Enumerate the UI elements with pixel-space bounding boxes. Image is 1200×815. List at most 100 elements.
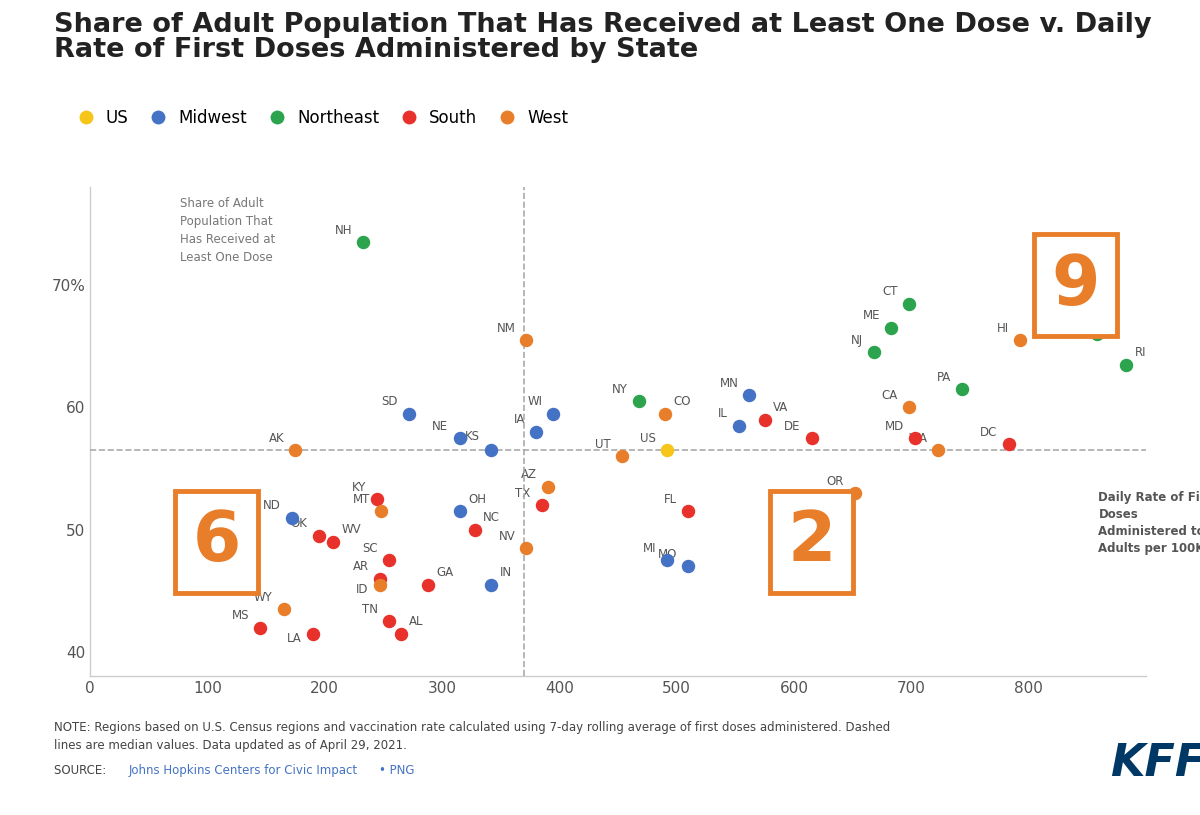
- Text: MS: MS: [232, 609, 250, 622]
- Point: [481, 443, 500, 456]
- Text: TN: TN: [362, 603, 378, 616]
- Point: [630, 394, 649, 408]
- Point: [1116, 358, 1135, 371]
- Text: CT: CT: [882, 285, 898, 298]
- Point: [286, 443, 305, 456]
- Point: [864, 346, 883, 359]
- Text: WI: WI: [527, 395, 542, 408]
- Text: KFF: KFF: [1110, 742, 1200, 785]
- Text: CO: CO: [673, 395, 691, 408]
- Point: [1087, 254, 1106, 267]
- Point: [310, 530, 329, 543]
- Point: [282, 511, 301, 524]
- Text: SOURCE:: SOURCE:: [54, 764, 110, 778]
- Point: [379, 553, 398, 566]
- Point: [251, 621, 270, 634]
- Point: [679, 504, 698, 518]
- Point: [450, 431, 469, 444]
- Text: • PNG: • PNG: [379, 764, 415, 778]
- Point: [450, 504, 469, 518]
- Text: KS: KS: [466, 430, 480, 443]
- Text: Daily Rate of First
Doses
Administered to
Adults per 100K: Daily Rate of First Doses Administered t…: [1098, 491, 1200, 555]
- Point: [612, 450, 631, 463]
- Text: OH: OH: [468, 493, 486, 506]
- Point: [481, 579, 500, 592]
- Text: WY: WY: [253, 591, 272, 604]
- Point: [1000, 438, 1019, 451]
- Point: [755, 413, 774, 426]
- Text: FL: FL: [664, 493, 677, 506]
- Text: DE: DE: [784, 420, 800, 433]
- Text: NOTE: Regions based on U.S. Census regions and vaccination rate calculated using: NOTE: Regions based on U.S. Census regio…: [54, 721, 890, 752]
- Text: NV: NV: [499, 530, 515, 543]
- Text: 9: 9: [1051, 252, 1100, 319]
- Text: 6: 6: [192, 509, 241, 575]
- Point: [730, 419, 749, 432]
- Text: MT: MT: [353, 493, 370, 506]
- Point: [368, 492, 388, 505]
- Point: [1087, 328, 1106, 341]
- Point: [538, 481, 557, 494]
- Text: TX: TX: [515, 487, 530, 500]
- Text: NM: NM: [497, 322, 515, 335]
- Point: [304, 628, 323, 641]
- Text: AL: AL: [409, 615, 424, 628]
- Text: NY: NY: [612, 383, 628, 396]
- Text: ND: ND: [263, 499, 281, 512]
- Point: [905, 431, 924, 444]
- Point: [899, 297, 918, 310]
- Text: NJ: NJ: [851, 334, 863, 347]
- Point: [371, 572, 390, 585]
- Point: [658, 443, 677, 456]
- Text: AZ: AZ: [521, 469, 536, 482]
- Text: PA: PA: [936, 371, 950, 384]
- Text: CA: CA: [882, 389, 898, 402]
- Text: WA: WA: [908, 432, 928, 445]
- Text: SD: SD: [382, 395, 398, 408]
- Text: HI: HI: [997, 322, 1009, 335]
- Point: [371, 504, 390, 518]
- Text: NH: NH: [335, 224, 353, 237]
- Point: [544, 408, 563, 421]
- Text: ME: ME: [863, 310, 881, 323]
- Point: [846, 487, 865, 500]
- Text: NE: NE: [432, 420, 449, 433]
- Point: [655, 408, 674, 421]
- Point: [517, 334, 536, 347]
- Text: ID: ID: [356, 583, 368, 596]
- Point: [323, 535, 342, 548]
- Point: [679, 560, 698, 573]
- Text: MD: MD: [884, 420, 904, 433]
- Point: [802, 431, 821, 444]
- Text: OK: OK: [290, 518, 307, 531]
- Text: MA: MA: [1068, 242, 1086, 255]
- Text: GA: GA: [437, 566, 454, 579]
- Text: VT: VT: [1070, 315, 1086, 328]
- Text: AR: AR: [353, 560, 368, 573]
- Point: [1010, 334, 1030, 347]
- Point: [882, 321, 901, 334]
- Point: [527, 425, 546, 438]
- Text: LA: LA: [287, 632, 302, 645]
- Point: [929, 443, 948, 456]
- Point: [899, 401, 918, 414]
- Point: [952, 382, 971, 395]
- Text: Rate of First Doses Administered by State: Rate of First Doses Administered by Stat…: [54, 37, 698, 63]
- Point: [379, 615, 398, 628]
- Point: [391, 628, 410, 641]
- Text: MI: MI: [643, 542, 656, 555]
- Text: IN: IN: [499, 566, 511, 579]
- Point: [419, 579, 438, 592]
- Text: RI: RI: [1134, 346, 1146, 359]
- Point: [532, 499, 551, 512]
- Text: UT: UT: [595, 438, 611, 451]
- Text: VA: VA: [773, 401, 788, 414]
- Text: US: US: [641, 432, 656, 445]
- Text: IL: IL: [718, 408, 727, 421]
- Legend: US, Midwest, Northeast, South, West: US, Midwest, Northeast, South, West: [62, 102, 575, 134]
- Text: Share of Adult
Population That
Has Received at
Least One Dose: Share of Adult Population That Has Recei…: [180, 197, 275, 264]
- Point: [517, 542, 536, 555]
- Point: [400, 408, 419, 421]
- Point: [274, 603, 293, 616]
- Text: MO: MO: [658, 548, 677, 561]
